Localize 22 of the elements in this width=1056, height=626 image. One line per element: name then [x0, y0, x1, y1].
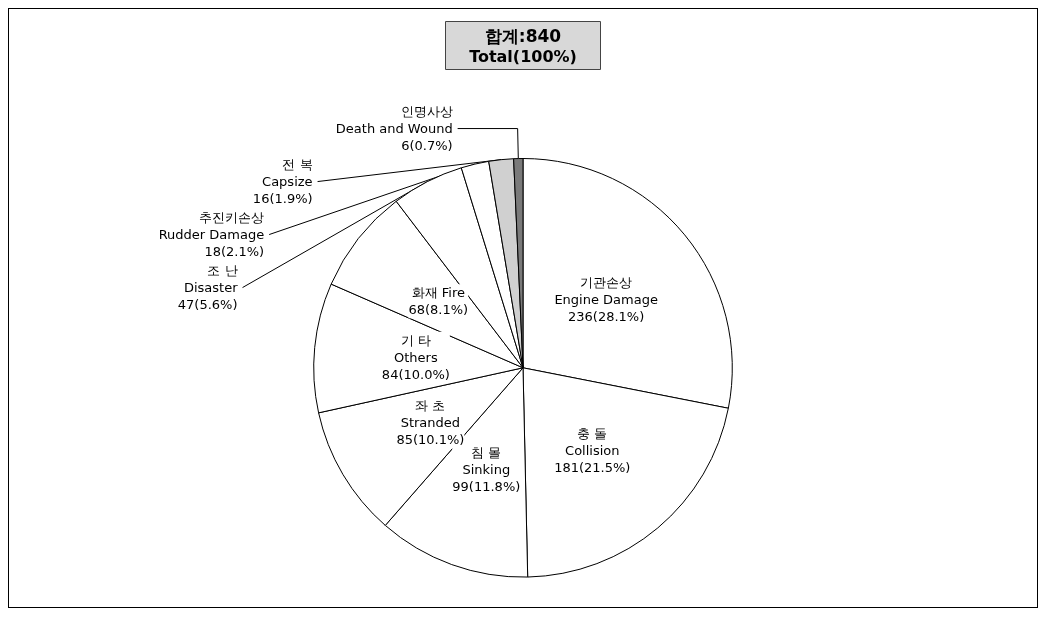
slice-label: 조 난 Disaster: [183, 263, 239, 296]
chart-title: 합계:840: [484, 25, 562, 46]
data-label: 84(10.0%): [381, 366, 450, 382]
data-label: 99(11.8%): [452, 478, 521, 494]
data-label: 18(2.1%): [204, 244, 265, 260]
slice-label: 추진키손상 Rudder Damage: [158, 210, 265, 243]
slice-label: 화재 Fire: [411, 285, 466, 301]
data-label: 181(21.5%): [554, 459, 631, 475]
slice-label: 기관손상 Engine Damage: [554, 274, 658, 307]
slice-label: 인명사상 Death and Wound: [335, 104, 453, 137]
slice-label: 침 몰 Sinking: [462, 444, 511, 477]
data-label: 85(10.1%): [396, 432, 465, 448]
data-label: 16(1.9%): [252, 191, 313, 207]
slice-label: 기 타 Others: [394, 332, 438, 365]
data-label: 6(0.7%): [401, 138, 453, 154]
chart-subtitle: Total(100%): [469, 46, 577, 66]
data-label: 68(8.1%): [408, 302, 469, 318]
slice-label: 충 돌 Collision: [565, 425, 620, 458]
slice-label: 좌 초 Stranded: [400, 398, 461, 431]
data-label: 236(28.1%): [568, 308, 645, 324]
slice-label: 전 복 Capsize: [262, 157, 313, 190]
data-label: 47(5.6%): [177, 297, 238, 313]
